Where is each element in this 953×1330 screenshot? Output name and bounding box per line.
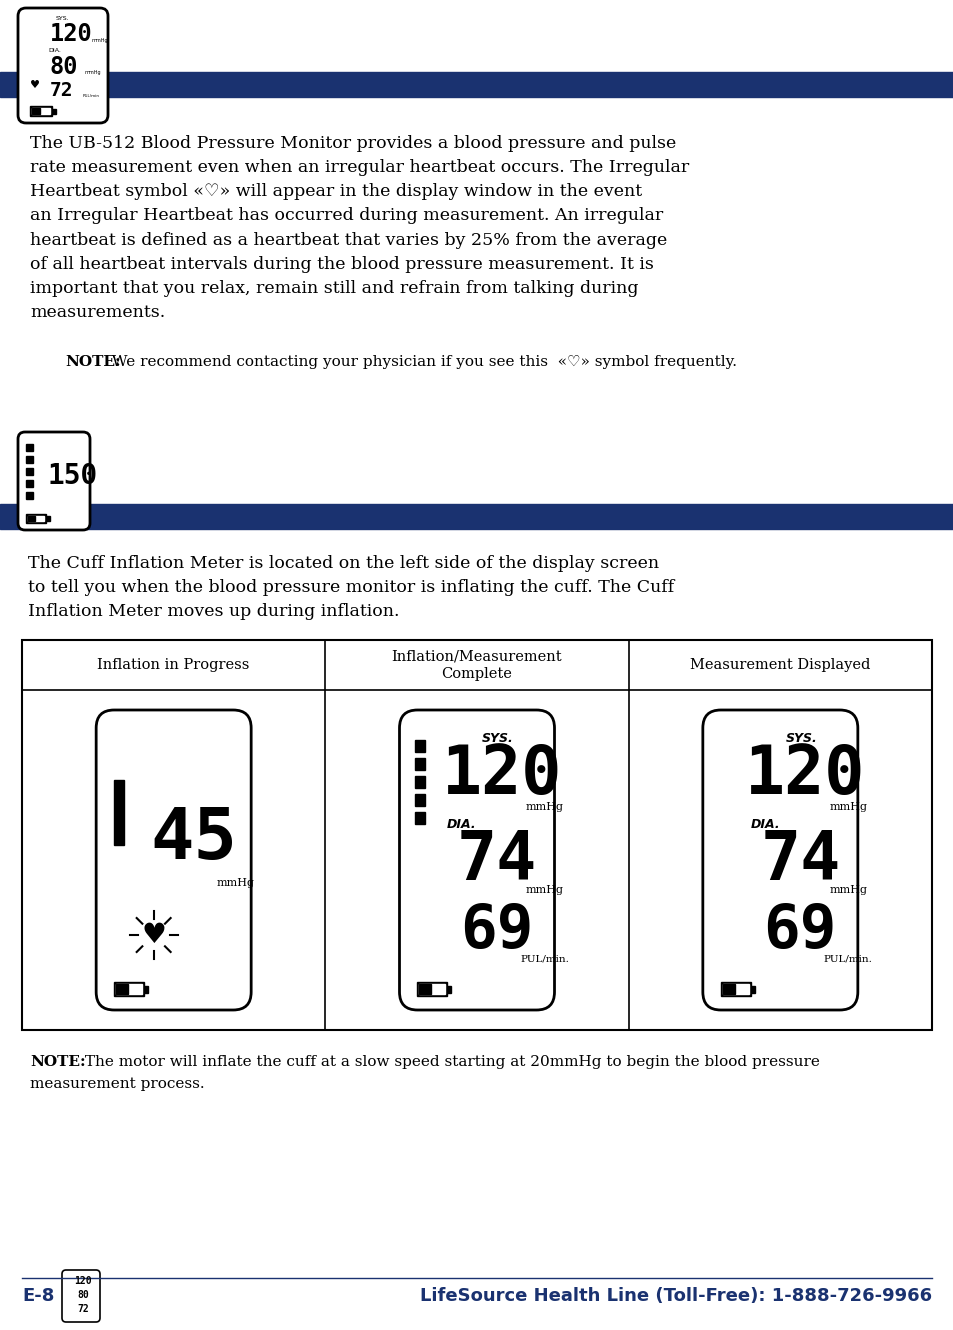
Bar <box>417 982 447 996</box>
Text: SYS.: SYS. <box>481 732 514 745</box>
Text: 80: 80 <box>77 1290 89 1299</box>
Text: DIA.: DIA. <box>48 48 61 53</box>
Text: 120: 120 <box>441 742 561 809</box>
Bar <box>0 72 953 97</box>
FancyBboxPatch shape <box>18 8 108 122</box>
Text: 74: 74 <box>456 829 537 894</box>
Text: mmHg: mmHg <box>828 884 866 895</box>
Bar <box>722 984 748 994</box>
Text: Inflation in Progress: Inflation in Progress <box>97 658 250 672</box>
Bar <box>114 779 124 845</box>
Text: 120: 120 <box>74 1275 91 1286</box>
Text: ABOUT CUFF INFLATION METER: ABOUT CUFF INFLATION METER <box>108 504 572 529</box>
Text: 69: 69 <box>459 902 533 962</box>
Bar <box>750 986 754 992</box>
Text: Measurement Displayed: Measurement Displayed <box>689 658 869 672</box>
Bar <box>46 516 50 521</box>
Text: NOTE:: NOTE: <box>65 355 120 368</box>
Text: mmHg: mmHg <box>91 39 109 43</box>
Text: LifeSource Health Line (Toll-Free): 1-888-726-9966: LifeSource Health Line (Toll-Free): 1-88… <box>419 1287 931 1305</box>
Text: 72: 72 <box>77 1303 89 1314</box>
Bar <box>28 516 35 521</box>
Text: SYS.: SYS. <box>784 732 816 745</box>
Bar <box>28 516 44 521</box>
Bar <box>32 108 50 114</box>
Text: 69: 69 <box>762 902 836 962</box>
Text: Inflation/Measurement
Complete: Inflation/Measurement Complete <box>392 649 561 681</box>
Bar <box>26 492 33 499</box>
Bar <box>416 758 425 770</box>
Bar <box>722 984 734 994</box>
Bar <box>0 504 953 529</box>
FancyBboxPatch shape <box>96 710 251 1009</box>
Bar <box>26 513 46 523</box>
Text: We recommend contacting your physician if you see this  «♡» symbol frequently.: We recommend contacting your physician i… <box>107 355 737 368</box>
Text: SYS.: SYS. <box>56 16 70 21</box>
Text: measurement process.: measurement process. <box>30 1077 204 1091</box>
Text: 120: 120 <box>50 23 92 47</box>
Text: 80: 80 <box>50 55 78 78</box>
Bar <box>416 813 425 825</box>
Bar <box>26 444 33 451</box>
Bar <box>114 982 144 996</box>
Text: The UB-512 Blood Pressure Monitor provides a blood pressure and pulse
rate measu: The UB-512 Blood Pressure Monitor provid… <box>30 136 688 321</box>
FancyBboxPatch shape <box>702 710 857 1009</box>
Text: 150: 150 <box>48 462 98 489</box>
Text: DIA.: DIA. <box>447 818 476 831</box>
FancyBboxPatch shape <box>22 640 931 1029</box>
Bar <box>32 108 40 114</box>
Bar <box>30 106 52 116</box>
FancyBboxPatch shape <box>18 432 90 529</box>
Text: DIA.: DIA. <box>750 818 780 831</box>
Text: mmHg: mmHg <box>828 802 866 813</box>
Text: 120: 120 <box>744 742 864 809</box>
Text: The motor will inflate the cuff at a slow speed starting at 20mmHg to begin the : The motor will inflate the cuff at a slo… <box>80 1055 819 1069</box>
Bar <box>419 984 431 994</box>
Text: NOTE:: NOTE: <box>30 1055 86 1069</box>
Bar <box>416 739 425 751</box>
Text: PUL/min: PUL/min <box>83 94 100 98</box>
Text: 45: 45 <box>150 806 237 875</box>
Bar <box>26 468 33 475</box>
Text: mmHg: mmHg <box>525 884 563 895</box>
Text: mmHg: mmHg <box>216 878 254 888</box>
Text: ♥: ♥ <box>30 80 40 90</box>
Bar <box>720 982 750 996</box>
Text: The Cuff Inflation Meter is located on the left side of the display screen
to te: The Cuff Inflation Meter is located on t… <box>28 555 674 620</box>
Bar <box>116 984 128 994</box>
Bar <box>416 775 425 787</box>
Text: PUL/min.: PUL/min. <box>823 955 872 964</box>
Text: PUL/min.: PUL/min. <box>520 955 569 964</box>
Bar <box>52 109 56 113</box>
Bar <box>26 456 33 463</box>
Bar <box>447 986 451 992</box>
Bar <box>26 480 33 487</box>
Bar <box>419 984 445 994</box>
Text: mmHg: mmHg <box>85 70 102 74</box>
Bar <box>416 794 425 806</box>
Text: WHAT IS AN IRREGULAR HEARTBEAT: WHAT IS AN IRREGULAR HEARTBEAT <box>125 72 660 97</box>
Text: 72: 72 <box>50 81 73 100</box>
Text: mmHg: mmHg <box>525 802 563 813</box>
Bar <box>144 986 148 992</box>
Text: 74: 74 <box>760 829 840 894</box>
Bar <box>116 984 142 994</box>
Text: E-8: E-8 <box>22 1287 54 1305</box>
Text: ♥: ♥ <box>141 920 166 950</box>
FancyBboxPatch shape <box>62 1270 100 1322</box>
FancyBboxPatch shape <box>399 710 554 1009</box>
